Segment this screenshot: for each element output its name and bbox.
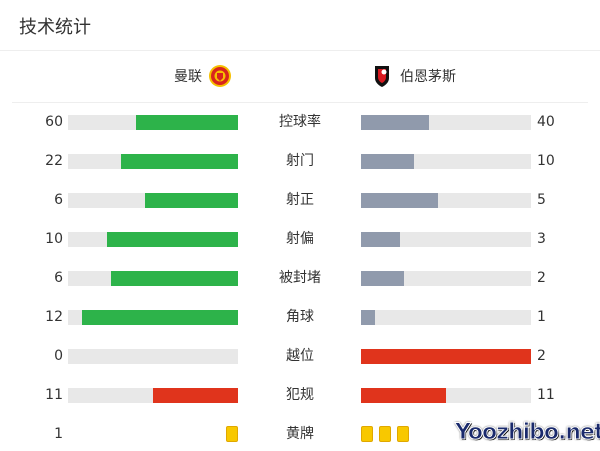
away-bar-fill bbox=[361, 115, 429, 130]
yellow-card-icon bbox=[397, 426, 409, 442]
yellow-card-icon bbox=[361, 426, 373, 442]
watermark: Yoozhibo.net bbox=[454, 420, 600, 446]
stat-row: 12 角球 1 bbox=[0, 308, 600, 326]
away-bar-fill bbox=[361, 349, 531, 364]
away-value: 5 bbox=[537, 192, 546, 208]
away-bar-fill bbox=[361, 193, 438, 208]
home-value: 22 bbox=[45, 153, 63, 169]
yellow-card-icon bbox=[226, 426, 238, 442]
manchester-united-crest-icon bbox=[209, 65, 231, 87]
home-value: 6 bbox=[54, 192, 63, 208]
stat-row: 0 越位 2 bbox=[0, 347, 600, 365]
divider bbox=[0, 50, 600, 51]
stat-label: 射偏 bbox=[286, 231, 314, 247]
away-bar bbox=[361, 154, 531, 169]
away-value: 2 bbox=[537, 270, 546, 286]
home-value: 6 bbox=[54, 270, 63, 286]
home-bar bbox=[68, 349, 238, 364]
away-team: 伯恩茅斯 bbox=[370, 64, 456, 88]
home-bar-fill bbox=[120, 154, 238, 169]
away-value: 10 bbox=[537, 153, 555, 169]
home-bar bbox=[68, 115, 238, 130]
away-bar bbox=[361, 349, 531, 364]
away-team-name: 伯恩茅斯 bbox=[400, 69, 456, 85]
stat-row: 6 被封堵 2 bbox=[0, 269, 600, 287]
home-bar-fill bbox=[81, 310, 238, 325]
home-team-name: 曼联 bbox=[174, 69, 202, 85]
home-bar-fill bbox=[136, 115, 238, 130]
away-bar-fill bbox=[361, 388, 446, 403]
home-bar-fill bbox=[107, 232, 238, 247]
away-bar-fill bbox=[361, 310, 375, 325]
home-value: 0 bbox=[54, 348, 63, 364]
stat-row: 6 射正 5 bbox=[0, 191, 600, 209]
yellow-card-icon bbox=[379, 426, 391, 442]
stat-label: 角球 bbox=[286, 309, 314, 325]
home-bar-fill bbox=[144, 193, 238, 208]
home-bar bbox=[68, 154, 238, 169]
stat-label: 被封堵 bbox=[279, 270, 321, 286]
stat-row-yellow-cards: 1 黄牌 bbox=[0, 425, 600, 443]
away-bar bbox=[361, 115, 531, 130]
away-value: 3 bbox=[537, 231, 546, 247]
home-cards bbox=[226, 426, 238, 442]
home-value: 12 bbox=[45, 309, 63, 325]
home-value: 1 bbox=[54, 426, 63, 442]
stat-label: 犯规 bbox=[286, 387, 314, 403]
home-value: 11 bbox=[45, 387, 63, 403]
stat-label: 射正 bbox=[286, 192, 314, 208]
home-bar-fill bbox=[153, 388, 238, 403]
away-value: 40 bbox=[537, 114, 555, 130]
stat-label: 黄牌 bbox=[286, 426, 314, 442]
away-bar bbox=[361, 388, 531, 403]
bournemouth-crest-icon bbox=[375, 66, 389, 87]
away-bar-fill bbox=[361, 271, 404, 286]
home-bar bbox=[68, 232, 238, 247]
home-bar-fill bbox=[110, 271, 238, 286]
divider bbox=[12, 102, 588, 103]
home-bar bbox=[68, 271, 238, 286]
away-value: 1 bbox=[537, 309, 546, 325]
home-team: 曼联 bbox=[174, 64, 232, 88]
stat-label: 射门 bbox=[286, 153, 314, 169]
section-title: 技术统计 bbox=[19, 17, 91, 38]
home-value: 10 bbox=[45, 231, 63, 247]
away-cards bbox=[361, 426, 409, 442]
stat-row: 22 射门 10 bbox=[0, 152, 600, 170]
home-bar bbox=[68, 310, 238, 325]
away-bar-fill bbox=[361, 154, 414, 169]
stat-row: 10 射偏 3 bbox=[0, 230, 600, 248]
away-bar bbox=[361, 193, 531, 208]
stat-label: 控球率 bbox=[279, 114, 321, 130]
home-bar bbox=[68, 388, 238, 403]
away-bar bbox=[361, 310, 531, 325]
home-bar bbox=[68, 193, 238, 208]
away-value: 2 bbox=[537, 348, 546, 364]
stat-label: 越位 bbox=[286, 348, 314, 364]
away-bar bbox=[361, 271, 531, 286]
stat-row: 11 犯规 11 bbox=[0, 386, 600, 404]
away-bar-fill bbox=[361, 232, 401, 247]
home-value: 60 bbox=[45, 114, 63, 130]
stat-row: 60 控球率 40 bbox=[0, 113, 600, 131]
away-value: 11 bbox=[537, 387, 555, 403]
away-bar bbox=[361, 232, 531, 247]
